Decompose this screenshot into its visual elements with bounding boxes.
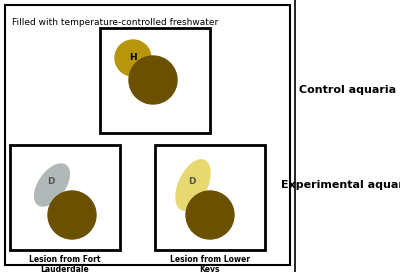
Text: Lesion from Fort
Lauderdale: Lesion from Fort Lauderdale <box>29 255 101 272</box>
Text: D: D <box>47 178 55 187</box>
Text: Lesion from Lower
Keys: Lesion from Lower Keys <box>170 255 250 272</box>
Bar <box>155 145 265 250</box>
Ellipse shape <box>34 164 70 206</box>
Bar <box>10 145 120 250</box>
Bar <box>5 5 290 265</box>
Text: Filled with temperature-controlled freshwater: Filled with temperature-controlled fresh… <box>12 18 218 27</box>
Text: Control aquaria: Control aquaria <box>300 85 396 95</box>
Bar <box>100 28 210 133</box>
Ellipse shape <box>176 160 210 210</box>
Circle shape <box>186 191 234 239</box>
Text: Experimental aquaria: Experimental aquaria <box>281 180 400 190</box>
Circle shape <box>129 56 177 104</box>
Circle shape <box>115 40 151 76</box>
Text: D: D <box>188 178 196 187</box>
Circle shape <box>48 191 96 239</box>
Text: H: H <box>129 54 137 63</box>
